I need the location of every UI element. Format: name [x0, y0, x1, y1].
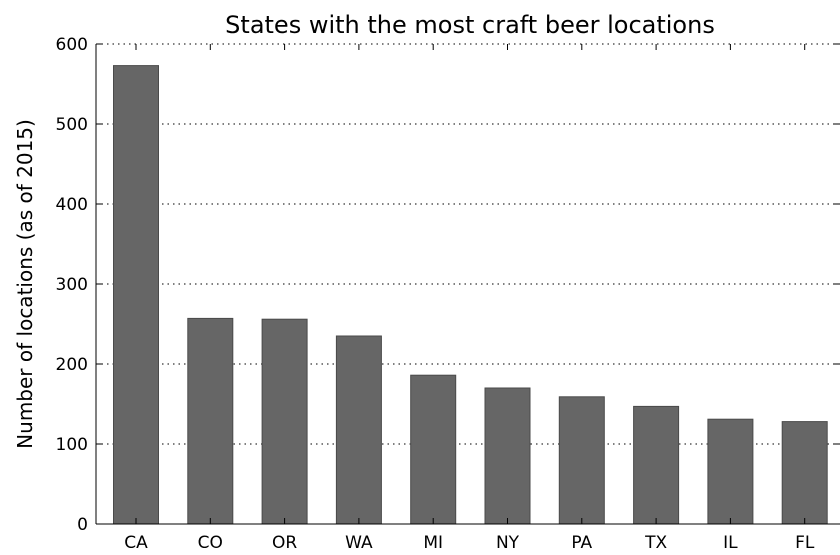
- y-tick-label: 0: [77, 515, 88, 535]
- bar-pa: [558, 396, 605, 525]
- y-tick-label: 400: [56, 195, 88, 215]
- y-tick-label: 500: [56, 115, 88, 135]
- y-tick-label: 300: [56, 275, 88, 295]
- x-tick-label-tx: TX: [644, 533, 667, 553]
- y-tick-label: 200: [56, 355, 88, 375]
- y-tick-label: 600: [56, 35, 88, 55]
- bar-or: [261, 318, 308, 525]
- x-tick-label-ca: CA: [124, 533, 148, 553]
- x-tick-label-wa: WA: [345, 533, 373, 553]
- chart-title: States with the most craft beer location…: [225, 11, 715, 39]
- bar-ca: [113, 65, 159, 525]
- bars: [113, 65, 828, 525]
- y-axis-label: Number of locations (as of 2015): [13, 119, 37, 449]
- x-tick-label-fl: FL: [795, 533, 815, 553]
- bar-tx: [633, 405, 680, 525]
- x-tick-label-ny: NY: [496, 533, 520, 553]
- bar-wa: [335, 335, 382, 525]
- x-tick-label-il: IL: [723, 533, 738, 553]
- bar-co: [187, 317, 234, 525]
- x-tick-label-or: OR: [272, 533, 297, 553]
- x-tick-label-co: CO: [198, 533, 223, 553]
- bar-mi: [410, 374, 457, 525]
- x-ticks: CA CO OR WA MI NY PA TX IL FL: [124, 44, 815, 553]
- bar-ny: [484, 387, 531, 525]
- y-ticks: 0 100 200 300 400 500 600: [56, 35, 840, 535]
- y-tick-label: 100: [56, 435, 88, 455]
- bar-fl: [781, 421, 828, 525]
- bar-il: [707, 418, 754, 525]
- x-tick-label-mi: MI: [423, 533, 443, 553]
- x-tick-label-pa: PA: [571, 533, 592, 553]
